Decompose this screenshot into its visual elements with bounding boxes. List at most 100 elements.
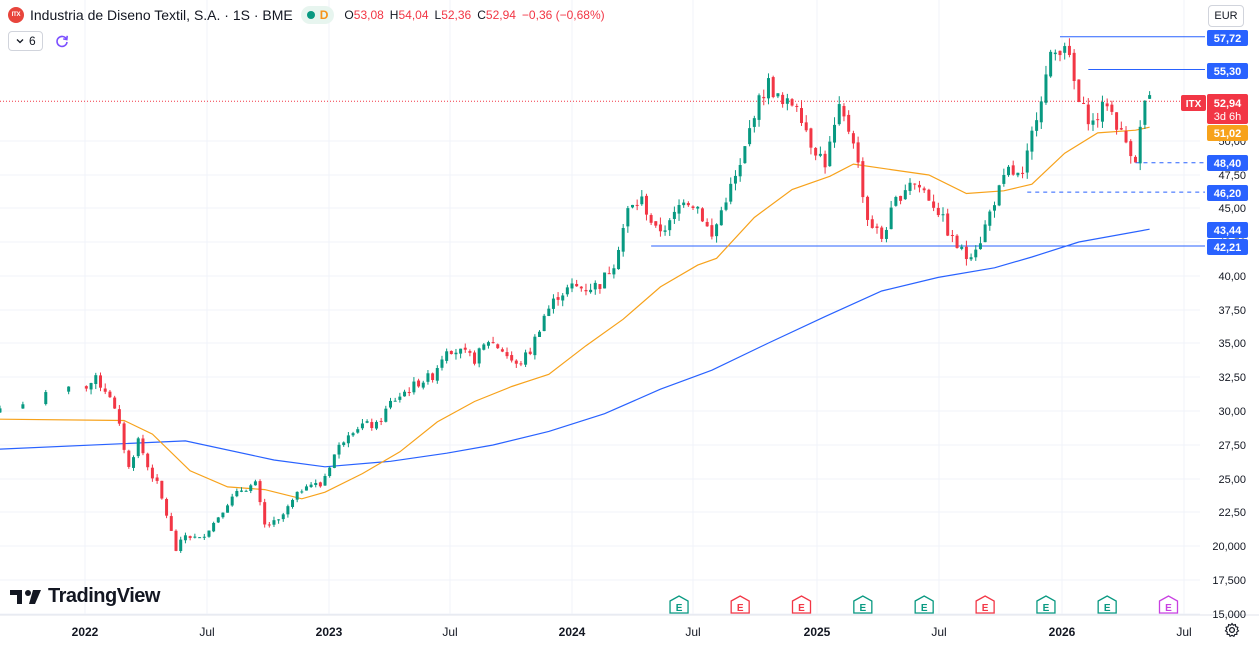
- indicators-toggle-button[interactable]: 6: [8, 31, 43, 51]
- time-axis[interactable]: 2022 Jul 2023 Jul 2024 Jul 2025 Jul 2026 Jul: [72, 625, 1192, 639]
- candle-down: [160, 480, 164, 500]
- candle-up: [551, 294, 555, 314]
- market-status-badge[interactable]: D: [300, 6, 335, 24]
- price-tick-label: 22,50: [1218, 507, 1246, 519]
- candle-body: [528, 351, 532, 354]
- tradingview-brand: TradingView: [48, 585, 160, 607]
- candle-body: [960, 246, 964, 249]
- candle-up: [1002, 168, 1006, 187]
- candle-body: [318, 482, 322, 487]
- candle-up: [202, 533, 206, 540]
- candle-body: [1058, 50, 1062, 56]
- symbol-logo-icon[interactable]: ITX: [8, 7, 24, 23]
- candle-up: [570, 278, 574, 293]
- earnings-marker[interactable]: E: [791, 595, 812, 614]
- candle-up: [1063, 42, 1067, 60]
- earnings-marker[interactable]: E: [975, 595, 995, 614]
- candle-body: [1143, 100, 1147, 125]
- candle-body: [360, 423, 364, 429]
- candle-body: [1002, 174, 1006, 184]
- candle-body: [589, 289, 593, 293]
- candle-body: [412, 381, 416, 393]
- candle-body: [435, 368, 439, 381]
- ma-slow-line: [0, 228, 1150, 468]
- candle-down: [127, 449, 131, 469]
- candle-body: [538, 331, 542, 337]
- candle-body: [847, 114, 851, 132]
- candle-up: [828, 136, 832, 167]
- candle-down: [370, 418, 374, 431]
- earnings-marker[interactable]: E: [1158, 595, 1179, 614]
- chart-settings-button[interactable]: [1224, 622, 1240, 638]
- candle-body: [828, 141, 832, 167]
- candle-down: [165, 497, 169, 519]
- low-value: L52,36: [435, 8, 472, 22]
- time-tick-label: Jul: [1176, 625, 1191, 639]
- candle-up: [477, 347, 481, 368]
- candle-down: [1129, 139, 1133, 164]
- earnings-marker[interactable]: E: [914, 595, 934, 614]
- candle-body: [473, 352, 477, 364]
- candle-up: [374, 420, 378, 431]
- candle-up: [743, 146, 747, 164]
- candle-up: [663, 225, 667, 236]
- candle-body: [724, 202, 728, 210]
- symbol-title[interactable]: Industria de Diseno Textil, S.A. · 1S · …: [30, 7, 293, 23]
- candle-body: [785, 98, 789, 104]
- candle-down: [950, 229, 954, 243]
- candle-body: [903, 190, 907, 200]
- candle-body: [913, 183, 917, 185]
- candle-body: [814, 147, 818, 156]
- candle-down: [875, 223, 879, 234]
- candle-body: [818, 153, 822, 156]
- candle-body: [510, 355, 514, 361]
- candle-body: [1021, 172, 1025, 174]
- candle-up: [833, 117, 837, 148]
- earnings-marker[interactable]: E: [1036, 595, 1056, 614]
- earnings-badge-icon: [914, 595, 934, 614]
- candle-body: [226, 505, 230, 513]
- indicator-row: 6: [8, 31, 71, 51]
- earnings-marker[interactable]: E: [1097, 595, 1117, 614]
- candle-up: [785, 93, 789, 111]
- candle-body: [884, 229, 888, 239]
- candle-down: [936, 202, 940, 218]
- symbol-tag-box: [1181, 95, 1206, 111]
- candle-body: [295, 491, 299, 500]
- candle-body: [1148, 95, 1152, 99]
- earnings-marker[interactable]: E: [669, 595, 689, 614]
- candle-up: [1138, 120, 1142, 171]
- refresh-button[interactable]: [53, 32, 71, 50]
- candle-body: [183, 535, 187, 541]
- candle-down: [762, 89, 766, 106]
- earnings-letter: E: [1165, 603, 1172, 614]
- candle-body: [122, 423, 126, 450]
- candle-up: [524, 349, 528, 368]
- candle-down: [691, 205, 695, 211]
- candle-up: [421, 380, 425, 390]
- candle-down: [607, 266, 611, 275]
- candle-body: [795, 105, 799, 107]
- price-axis[interactable]: 15,000 17,500 20,000 22,50 25,00 27,50 30,00 32…: [1212, 136, 1246, 621]
- candle-body: [1030, 130, 1034, 152]
- candle-body: [621, 228, 625, 252]
- candle-body: [398, 396, 402, 400]
- candle-up: [221, 512, 225, 519]
- candle-down: [579, 286, 583, 292]
- candle-down: [150, 464, 154, 482]
- candle-down: [823, 150, 827, 174]
- earnings-marker[interactable]: E: [853, 595, 873, 614]
- high-value: H54,04: [390, 8, 429, 22]
- close-number: 52,94: [485, 8, 516, 22]
- candle-down: [491, 336, 495, 344]
- candle-body: [570, 283, 574, 289]
- earnings-marker[interactable]: E: [730, 595, 750, 614]
- tradingview-logo[interactable]: TradingView: [10, 585, 160, 608]
- candle-down: [1021, 166, 1025, 179]
- currency-button[interactable]: EUR: [1208, 5, 1244, 27]
- candle-down: [880, 225, 884, 243]
- price-label-text: 43,44: [1214, 225, 1242, 237]
- candle-body: [445, 351, 449, 361]
